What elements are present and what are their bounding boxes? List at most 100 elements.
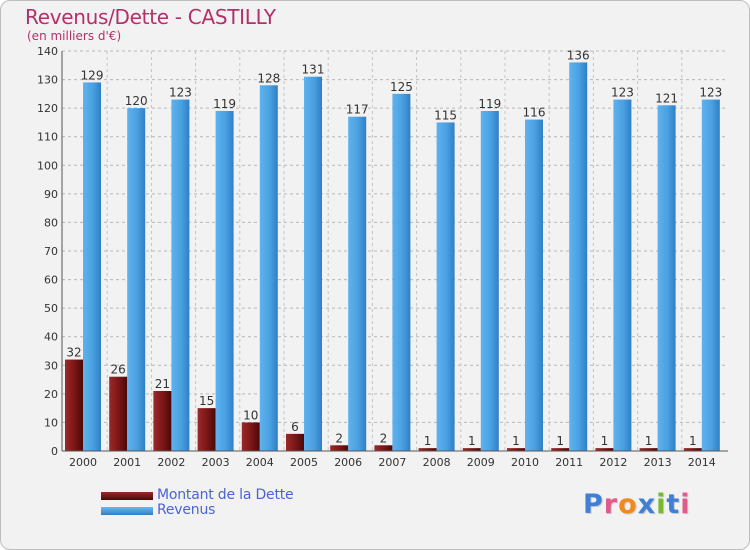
chart-subtitle: (en milliers d'€)	[27, 29, 122, 43]
x-tick-label-2008: 2008	[423, 456, 451, 469]
x-tick-label-2003: 2003	[202, 456, 230, 469]
x-tick-label-2009: 2009	[467, 456, 495, 469]
y-tick-label: 50	[44, 302, 58, 315]
data-label-revenus-2010: 116	[523, 106, 546, 120]
y-tick-label: 10	[44, 416, 58, 429]
bar-dette-2007	[374, 445, 393, 451]
y-tick-label: 70	[44, 245, 58, 258]
data-label-dette-2009: 1	[468, 434, 476, 448]
legend-swatch-revenus	[101, 507, 153, 515]
bar-revenus-2001	[127, 108, 146, 452]
bar-dette-2004	[241, 422, 260, 451]
bar-dette-2005	[286, 433, 304, 451]
data-label-revenus-2011: 136	[567, 48, 590, 62]
logo-letter: P	[583, 489, 604, 520]
bar-revenus-2006	[348, 116, 367, 451]
data-label-revenus-2005: 131	[302, 63, 325, 77]
bar-dette-2008	[418, 448, 437, 451]
bar-revenus-2000	[83, 82, 101, 451]
bar-revenus-2004	[259, 85, 278, 452]
bar-dette-2013	[639, 448, 658, 451]
logo-letter: x	[637, 489, 657, 520]
bar-revenus-2011	[569, 62, 588, 452]
x-tick-label-2005: 2005	[290, 456, 318, 469]
legend-label-revenus: Revenus	[157, 502, 216, 518]
data-label-dette-2001: 26	[111, 363, 126, 377]
bar-revenus-2003	[215, 111, 234, 451]
x-tick-label-2006: 2006	[334, 456, 362, 469]
data-label-dette-2013: 1	[645, 434, 653, 448]
data-label-dette-2004: 10	[243, 408, 258, 422]
bar-dette-2006	[330, 445, 349, 451]
proxiti-logo: Proxiti	[583, 489, 691, 520]
x-tick-label-2004: 2004	[246, 456, 274, 469]
x-tick-label-2000: 2000	[69, 456, 97, 469]
y-tick-label: 130	[37, 74, 58, 87]
y-tick-label: 80	[44, 216, 58, 229]
data-label-revenus-2007: 125	[390, 80, 413, 94]
data-label-dette-2011: 1	[556, 434, 564, 448]
legend-label-dette: Montant de la Dette	[157, 487, 294, 503]
y-tick-label: 30	[44, 359, 58, 372]
logo-letter: t	[666, 489, 681, 520]
x-tick-label-2010: 2010	[511, 456, 539, 469]
bar-dette-2002	[153, 391, 172, 451]
data-label-revenus-2013: 121	[655, 91, 678, 105]
y-tick-label: 140	[37, 45, 58, 58]
data-label-dette-2010: 1	[512, 434, 520, 448]
data-label-dette-2008: 1	[424, 434, 432, 448]
chart-title: Revenus/Dette - CASTILLY	[25, 5, 276, 29]
data-label-revenus-2001: 120	[125, 94, 148, 108]
bar-revenus-2010	[525, 119, 543, 452]
y-tick-label: 110	[37, 131, 58, 144]
y-tick-label: 0	[51, 445, 58, 458]
bar-revenus-2009	[480, 111, 499, 451]
bar-dette-2011	[551, 448, 570, 451]
data-label-dette-2007: 2	[380, 431, 388, 445]
bar-revenus-2005	[304, 76, 322, 451]
logo-letter: o	[618, 489, 638, 520]
data-label-revenus-2000: 129	[81, 68, 104, 82]
x-tick-label-2007: 2007	[378, 456, 406, 469]
bar-dette-2003	[197, 408, 216, 451]
bar-dette-2012	[595, 448, 614, 451]
logo-letter: i	[680, 489, 691, 520]
x-tick-label-2013: 2013	[644, 456, 672, 469]
bar-dette-2010	[507, 448, 525, 451]
bar-revenus-2007	[392, 93, 411, 451]
bar-dette-2001	[109, 376, 128, 451]
legend-swatch-dette	[101, 492, 153, 500]
data-label-dette-2014: 1	[689, 434, 697, 448]
data-label-dette-2005: 6	[291, 420, 299, 434]
bar-dette-2014	[683, 448, 702, 451]
data-label-dette-2003: 15	[199, 394, 214, 408]
bar-revenus-2014	[701, 99, 720, 452]
x-tick-label-2002: 2002	[157, 456, 185, 469]
data-label-revenus-2004: 128	[257, 71, 280, 85]
bar-revenus-2013	[657, 105, 676, 452]
bar-dette-2009	[462, 448, 481, 451]
data-label-revenus-2002: 123	[169, 86, 192, 100]
y-tick-label: 60	[44, 274, 58, 287]
logo-letter: i	[656, 489, 667, 520]
data-label-revenus-2014: 123	[699, 86, 722, 100]
bar-revenus-2008	[436, 122, 455, 451]
data-label-dette-2006: 2	[335, 431, 343, 445]
data-label-revenus-2003: 119	[213, 97, 236, 111]
data-label-revenus-2012: 123	[611, 86, 634, 100]
bar-revenus-2012	[613, 99, 632, 452]
data-label-revenus-2006: 117	[346, 103, 369, 117]
x-tick-label-2012: 2012	[599, 456, 627, 469]
data-label-revenus-2008: 115	[434, 108, 457, 122]
y-tick-label: 90	[44, 188, 58, 201]
bar-dette-2000	[65, 359, 83, 451]
logo-letter: r	[603, 489, 619, 520]
y-tick-label: 40	[44, 331, 58, 344]
data-label-dette-2000: 32	[66, 346, 81, 360]
x-tick-label-2001: 2001	[113, 456, 141, 469]
y-tick-label: 20	[44, 388, 58, 401]
x-tick-label-2014: 2014	[688, 456, 716, 469]
y-tick-label: 120	[37, 102, 58, 115]
